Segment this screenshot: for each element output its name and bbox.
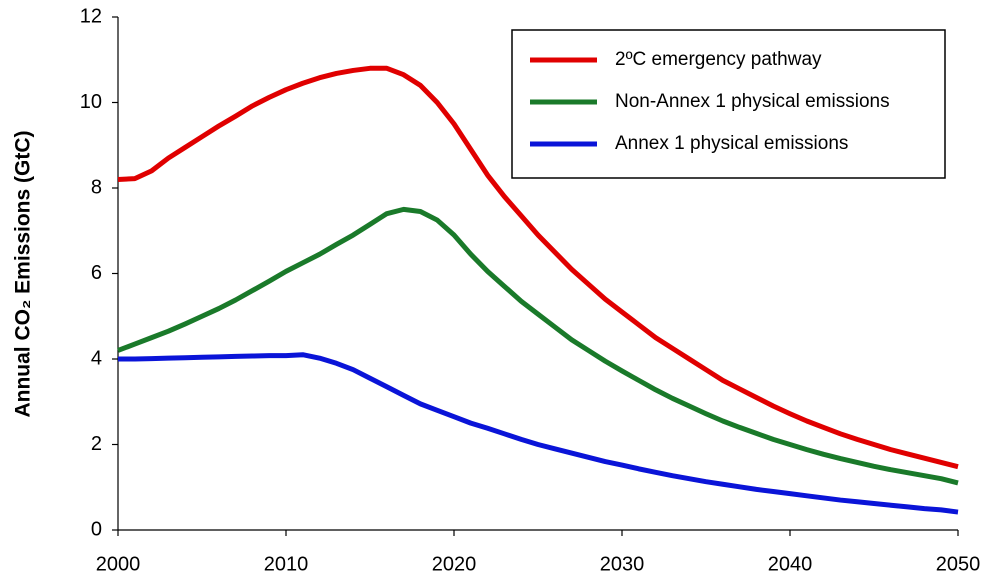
legend-label: Non-Annex 1 physical emissions (615, 91, 890, 112)
y-tick-label: 8 (91, 176, 102, 198)
legend-label: Annex 1 physical emissions (615, 133, 848, 154)
x-tick-label: 2010 (264, 553, 309, 575)
legend-label: 2ºC emergency pathway (615, 49, 822, 70)
x-tick-label: 2040 (768, 553, 813, 575)
y-tick-label: 0 (91, 518, 102, 540)
x-tick-label: 2030 (600, 553, 645, 575)
x-tick-label: 2000 (96, 553, 141, 575)
y-tick-label: 10 (80, 91, 102, 113)
x-tick-label: 2050 (936, 553, 981, 575)
y-axis-label: Annual CO₂ Emissions (GtC) (12, 130, 35, 417)
series-line (118, 352, 959, 515)
x-tick-label: 2020 (432, 553, 477, 575)
y-tick-label: 6 (91, 262, 102, 284)
y-tick-label: 12 (80, 5, 102, 27)
series-line (117, 65, 959, 470)
y-tick-label: 4 (91, 347, 102, 369)
y-tick-label: 2 (91, 433, 102, 455)
series-line (117, 206, 959, 486)
